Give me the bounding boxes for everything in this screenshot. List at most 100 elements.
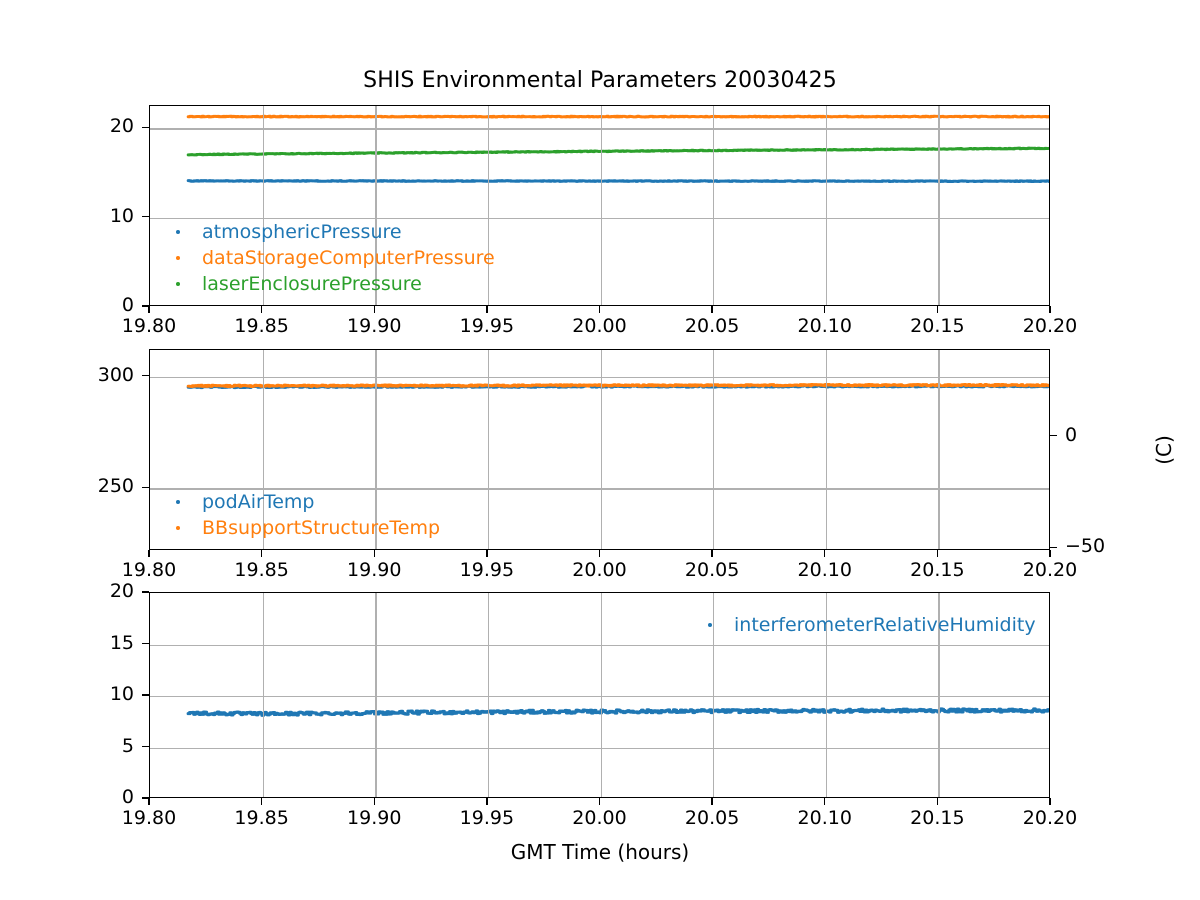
celsius-tick-mark [1050,546,1057,549]
legend-marker-dot-icon [176,500,180,504]
y-tick-label: 0 [121,294,134,316]
x-tick-mark [598,306,601,313]
y-tick-mark [142,642,149,645]
y-tick-mark [142,797,149,799]
y-tick-label: 0 [121,786,134,808]
gridline-vertical [600,106,602,305]
x-tick-mark [373,306,375,313]
x-tick-mark [598,798,601,805]
x-tick-mark [486,306,488,313]
temperature-legend: podAirTemp BBsupportStructureTemp [168,489,440,541]
x-tick-label: 19.80 [121,807,177,829]
series-BBsupportStructureTemp [186,382,1049,388]
x-axis-title: GMT Time (hours) [510,840,690,864]
x-tick-mark [148,798,150,805]
x-tick-mark [1049,798,1051,805]
legend-label: laserEnclosurePressure [202,273,422,295]
celsius-tick-mark [1050,435,1057,437]
celsius-tick-label: 0 [1065,423,1078,446]
legend-item: laserEnclosurePressure [168,271,495,297]
pressure-plot-area [149,105,1050,306]
y-tick-label: 250 [97,475,134,498]
legend-label: podAirTemp [202,491,315,513]
x-tick-label: 20.05 [684,315,740,337]
y-tick-mark [142,745,149,748]
gridline-horizontal [150,217,1049,219]
pressure-legend: atmosphericPressure dataStorageComputerPr… [168,219,495,297]
gridline-vertical [487,350,490,549]
x-tick-label: 20.00 [572,315,627,337]
gridline-vertical [713,593,715,797]
gridline-horizontal [150,644,1049,646]
x-tick-mark [1049,306,1051,313]
x-tick-mark [711,306,713,313]
y-tick-mark [142,375,149,377]
gridline-horizontal [150,488,1049,490]
gridline-horizontal [150,128,1049,130]
x-tick-mark [486,798,488,805]
series-dataStorageComputerPressure [186,114,1049,119]
legend-label: BBsupportStructureTemp [202,517,441,539]
gridline-vertical [938,350,940,549]
x-tick-mark [936,550,939,557]
x-tick-label: 20.05 [684,559,740,581]
x-tick-mark [260,798,263,805]
temperature-series-layer [186,382,1049,390]
legend-item: BBsupportStructureTemp [168,515,440,541]
x-tick-mark [936,306,939,313]
x-tick-mark [148,550,150,557]
x-tick-label: 19.85 [234,315,289,337]
x-tick-label: 19.85 [234,559,289,581]
figure-title: SHIS Environmental Parameters 20030425 [363,68,837,93]
series-interferometerRelativeHumidity [186,707,1049,717]
humidity-series-layer [186,707,1049,717]
x-tick-mark [486,550,488,557]
x-tick-label: 20.15 [910,559,965,581]
gridline-vertical [262,593,264,797]
gridline-vertical [375,350,377,549]
celsius-y-axis-label: (C) [1152,434,1176,465]
gridline-horizontal [150,696,1049,698]
x-tick-mark [1049,550,1051,557]
humidity-legend: interferometerRelativeHumidity [700,612,1036,638]
gridline-vertical [938,106,940,305]
x-tick-label: 20.00 [572,807,627,829]
legend-label: atmosphericPressure [202,221,402,243]
x-tick-label: 20.10 [797,807,852,829]
y-tick-label: 300 [97,363,134,386]
x-tick-mark [824,306,826,313]
y-tick-label: 20 [109,115,134,138]
gridline-vertical [713,106,715,305]
x-tick-mark [711,798,713,805]
legend-marker-dot-icon [176,230,180,234]
legend-marker-dot-icon [176,282,180,286]
legend-item: atmosphericPressure [168,219,495,245]
legend-label: interferometerRelativeHumidity [734,614,1036,636]
x-tick-mark [260,550,263,557]
gridline-horizontal [150,747,1049,749]
gridline-vertical [262,350,264,549]
y-tick-mark [142,126,149,129]
y-tick-label: 5 [121,734,134,757]
gridline-vertical [713,350,715,549]
x-tick-mark [936,798,939,805]
pressure-series-layer [186,114,1049,184]
y-tick-label: 10 [109,204,134,227]
gridline-vertical [375,106,377,305]
x-tick-mark [148,306,150,313]
x-tick-label: 20.15 [910,315,965,337]
x-tick-mark [824,550,826,557]
x-tick-label: 19.85 [234,807,289,829]
y-tick-mark [142,305,149,307]
gridline-vertical [487,106,490,305]
temperature-plot-area [149,349,1050,550]
x-tick-label: 20.20 [1022,559,1078,581]
series-atmosphericPressure [186,179,1049,184]
gridline-vertical [825,106,828,305]
x-tick-mark [373,798,375,805]
legend-item: dataStorageComputerPressure [168,245,495,271]
x-tick-label: 19.90 [347,559,402,581]
x-tick-label: 19.90 [347,315,402,337]
x-tick-label: 20.20 [1022,807,1078,829]
